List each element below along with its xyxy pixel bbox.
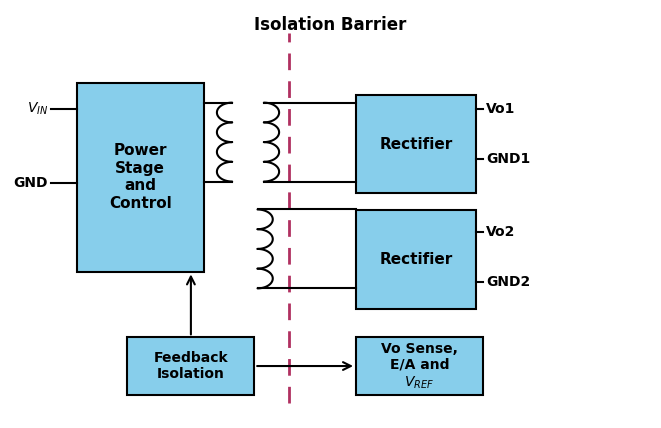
Text: GND1: GND1	[486, 152, 530, 166]
Text: $V_{IN}$: $V_{IN}$	[26, 101, 48, 117]
Text: Feedback
Isolation: Feedback Isolation	[153, 351, 228, 381]
Bar	[356, 210, 477, 309]
Text: Vo1: Vo1	[486, 102, 516, 116]
Text: GND: GND	[14, 176, 48, 190]
Text: Rectifier: Rectifier	[379, 137, 453, 152]
Text: Isolation Barrier: Isolation Barrier	[254, 16, 407, 34]
Bar	[356, 337, 483, 395]
Bar	[128, 337, 254, 395]
Text: Power
Stage
and
Control: Power Stage and Control	[109, 143, 171, 211]
Text: GND2: GND2	[486, 275, 530, 289]
Bar	[356, 95, 477, 193]
Bar	[77, 83, 204, 271]
Text: Rectifier: Rectifier	[379, 252, 453, 267]
Text: Vo2: Vo2	[486, 226, 516, 240]
Text: Vo Sense,
E/A and
$V_{REF}$: Vo Sense, E/A and $V_{REF}$	[381, 342, 458, 390]
